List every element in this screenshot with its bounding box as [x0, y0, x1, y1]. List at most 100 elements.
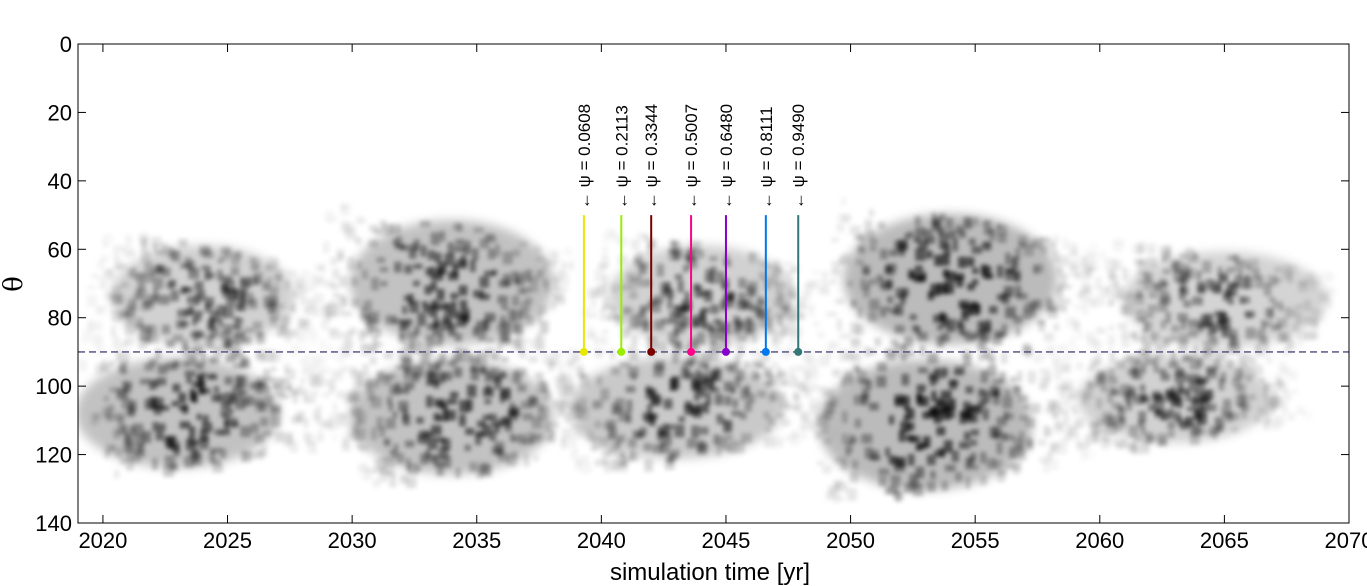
density-grain-blob	[416, 465, 422, 472]
density-grain-blob	[1113, 420, 1122, 432]
density-grain-blob	[1140, 335, 1151, 345]
density-grain-blob	[355, 416, 363, 428]
density-grain-blob	[450, 292, 458, 300]
density-grain-blob	[128, 400, 137, 412]
density-grain-blob	[1017, 444, 1024, 451]
density-grain-blob	[392, 411, 398, 418]
density-grain-blob	[1198, 427, 1206, 435]
density-grain-blob	[683, 344, 690, 352]
density-grain-blob	[1061, 410, 1070, 423]
density-grain-blob	[142, 294, 152, 306]
density-grain-blob	[597, 263, 608, 270]
density-grain-blob	[772, 269, 782, 276]
density-grain	[553, 348, 831, 474]
density-grain-blob	[931, 390, 937, 402]
density-grain-blob	[972, 414, 979, 423]
density-grain-blob	[704, 363, 710, 371]
density-grain-blob	[1005, 306, 1016, 319]
density-grain-blob	[500, 324, 510, 335]
density-grain-blob	[594, 269, 605, 282]
x-tick-label: 2030	[328, 528, 377, 553]
density-grain-blob	[1142, 342, 1152, 354]
density-grain-blob	[1185, 390, 1192, 402]
density-grain-blob	[424, 431, 433, 438]
density-grain-blob	[1260, 319, 1267, 329]
density-grain-blob	[365, 323, 371, 332]
density-grain-blob	[326, 216, 337, 222]
density-grain-blob	[906, 422, 915, 431]
density-grain-blob	[259, 402, 267, 412]
density-grain-blob	[240, 425, 252, 437]
density-grain-blob	[153, 397, 164, 410]
density-grain-blob	[727, 434, 733, 440]
density-grain-blob	[265, 395, 273, 407]
density-grain-blob	[1155, 407, 1165, 415]
density-grain-blob	[1148, 291, 1158, 299]
density-grain-blob	[971, 464, 979, 470]
density-grain-blob	[359, 306, 367, 319]
density-grain-blob	[343, 311, 352, 317]
density-grain-blob	[445, 409, 456, 421]
density-grain-blob	[230, 393, 236, 401]
density-grain-blob	[251, 257, 261, 269]
density-grain-blob	[203, 250, 214, 259]
density-grain-blob	[665, 424, 674, 430]
density-grain-blob	[393, 443, 399, 451]
density-grain-blob	[757, 390, 766, 398]
density-grain-blob	[150, 236, 162, 248]
density-grain-blob	[192, 336, 199, 343]
density-grain-blob	[1165, 389, 1172, 402]
density-grain-blob	[508, 322, 518, 334]
density-grain-blob	[230, 341, 240, 349]
density-grain-blob	[327, 300, 339, 308]
density-cluster-south	[78, 348, 346, 479]
density-grain-blob	[548, 249, 560, 257]
density-grain-blob	[1169, 335, 1179, 342]
density-grain-blob	[224, 279, 236, 292]
density-grain-blob	[226, 296, 236, 307]
density-grain-blob	[211, 357, 220, 364]
density-grain-blob	[1109, 386, 1115, 395]
density-grain-blob	[105, 450, 112, 456]
density-grain-blob	[1145, 312, 1154, 319]
density-grain-blob	[1158, 300, 1168, 312]
density-grain-blob	[214, 429, 224, 436]
density-grain-blob	[1164, 246, 1172, 259]
density-grain-blob	[430, 281, 437, 291]
density-grain-blob	[849, 225, 861, 235]
density-grain-blob	[675, 274, 683, 280]
density-grain-blob	[1127, 386, 1137, 396]
density-grain-blob	[1106, 422, 1117, 436]
density-grain-blob	[1070, 264, 1079, 277]
density-grain-blob	[535, 270, 543, 280]
density-grain-blob	[466, 399, 473, 412]
density-grain-blob	[137, 330, 144, 340]
density-grain-blob	[551, 275, 563, 281]
density-grain-blob	[1055, 422, 1065, 433]
density-grain-blob	[502, 334, 511, 344]
density-grain-blob	[1107, 269, 1116, 279]
density-grain-blob	[194, 281, 204, 292]
density-grain-blob	[1173, 268, 1184, 282]
density-grain-blob	[135, 435, 145, 448]
density-grain-blob	[1234, 275, 1241, 287]
density-grain-blob	[602, 246, 607, 259]
density-grain-blob	[389, 475, 397, 488]
density-grain-blob	[1159, 278, 1167, 287]
density-grain-blob	[1168, 430, 1175, 438]
density-grain-blob	[1184, 268, 1195, 279]
density-grain-blob	[755, 300, 766, 306]
density-grain-blob	[1170, 386, 1176, 399]
density-grain-blob	[1234, 259, 1243, 271]
density-grain-blob	[955, 225, 964, 233]
x-tick-label: 2045	[701, 528, 750, 553]
density-grain-blob	[204, 297, 215, 308]
density-grain-blob	[1309, 317, 1319, 326]
y-tick-label: 100	[35, 374, 72, 399]
density-grain-blob	[956, 277, 964, 288]
density-grain-blob	[691, 377, 698, 389]
density-grain-blob	[148, 332, 158, 343]
density-grain-blob	[242, 397, 250, 407]
density-grain-blob	[91, 273, 99, 280]
density-grain-blob	[1192, 296, 1203, 306]
